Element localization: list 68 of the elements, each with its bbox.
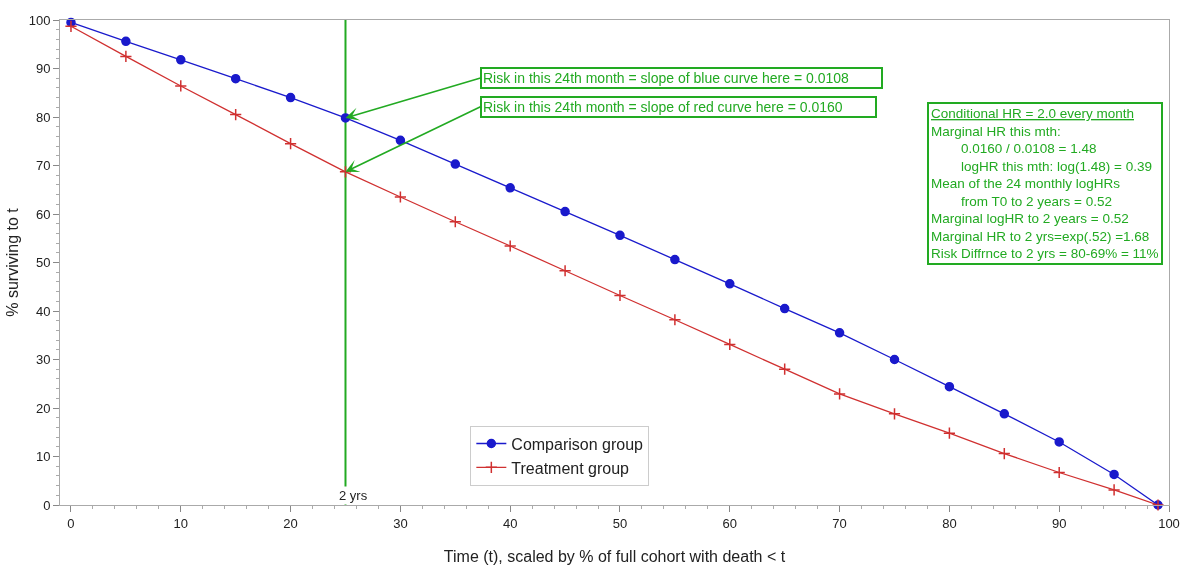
point [1052,466,1066,479]
annotation: Risk in this 24th month = slope of blue curve here = 0.0108 [483,70,880,86]
point [999,409,1010,419]
y-tick-label: 80 [35,109,51,125]
point [230,73,241,84]
point [339,165,352,179]
point [997,447,1011,460]
y-tick-label: 40 [35,303,51,319]
y-axis-title: % surviving to t [4,207,21,317]
x-tick-label: 20 [283,515,298,531]
x-tick-label: 0 [67,515,75,531]
point [1054,437,1064,447]
point [833,387,846,401]
point [64,19,78,33]
x-tick-label: 10 [173,515,189,531]
text: Conditional HR = 2.0 every month Marginal HR this mth: 0.0160 / 0.0108 = 1.48 logHR this mth: log(1.48) = 0.39 Mean of the 24 monthly logHRs from T0 to 2 years = 0.52 Marginal logHR to 2 years = 0.52 Marginal HR to 2 yrs=exp(.52) =1.68 Risk Diffrnce to 2 yrs = 80-69% = 11% [931,106,1159,262]
legend-label: Comparison group [511,435,644,453]
x-tick-label: 60 [722,515,738,531]
y-tick-label: 0 [43,497,51,513]
point [560,206,570,217]
point [779,303,790,314]
point [943,426,956,440]
point [285,92,296,103]
point [888,407,901,421]
x-tick-label: 90 [1051,515,1067,531]
point [558,264,572,278]
point [889,354,900,365]
point [668,313,682,327]
point [121,36,131,47]
point [944,381,955,392]
y-tick-label: 10 [35,449,51,465]
x-tick-label: 40 [502,515,518,531]
annotation: Risk in this 24th month = slope of red curve here = 0.0160 [483,99,874,115]
y-tick-label: 30 [35,352,51,368]
point [1107,483,1121,497]
point [778,362,792,376]
point [505,183,515,193]
ref-line-label: 2 yrs [339,488,368,503]
point [176,55,186,65]
point [284,137,297,151]
point [834,328,845,338]
x-tick-label: 50 [612,515,628,531]
point [448,215,462,229]
point [174,79,188,93]
point [503,239,517,253]
point [1109,469,1119,480]
y-tick-label: 100 [28,12,51,28]
point [229,108,243,121]
point [670,254,680,265]
x-tick-label: 30 [393,515,408,531]
point [119,50,133,63]
point [615,230,625,241]
y-tick-label: 50 [35,255,51,271]
point [613,289,627,302]
x-tick-label: 70 [832,515,847,531]
x-axis-title: Time (t), scaled by % of full cohort with death < t [443,548,786,565]
y-tick-label: 60 [35,206,51,222]
x-tick-label: 100 [1158,515,1180,531]
point [394,190,407,204]
legend-label: Treatment group [511,459,630,477]
point [450,159,461,169]
y-tick-label: 90 [35,61,51,77]
point [395,135,406,146]
y-tick-label: 70 [35,158,51,174]
point [725,279,735,289]
y-tick-label: 20 [35,400,51,416]
point [723,338,737,351]
x-tick-label: 80 [942,515,957,531]
